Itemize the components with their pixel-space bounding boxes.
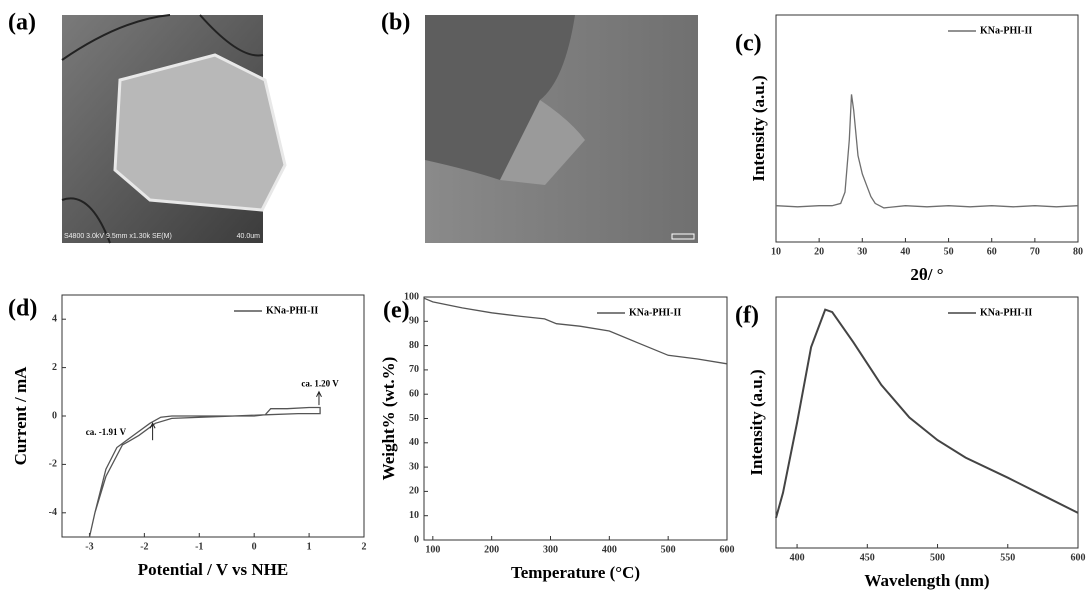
x-tick-label: 200 <box>484 544 499 555</box>
x-tick-label: 70 <box>1030 246 1040 257</box>
x-tick-label: 600 <box>1071 552 1086 563</box>
data-line <box>776 310 1078 518</box>
y-tick-label: 30 <box>409 461 419 472</box>
x-tick-label: 600 <box>720 544 735 555</box>
x-tick-label: 0 <box>252 541 257 552</box>
y-axis-label: Weight% (wt.%) <box>379 357 398 481</box>
y-tick-label: 20 <box>409 486 419 497</box>
sem-image-b <box>425 15 698 243</box>
x-tick-label: 500 <box>930 552 945 563</box>
x-tick-label: 550 <box>1000 552 1015 563</box>
y-tick-label: 50 <box>409 413 419 424</box>
x-tick-label: 30 <box>857 246 867 257</box>
x-tick-label: -2 <box>140 541 148 552</box>
panel-label: (e) <box>383 298 410 324</box>
panel-label: (d) <box>8 296 37 322</box>
data-line <box>776 94 1078 207</box>
x-axis-label: 2θ/ ° <box>910 265 943 284</box>
figure: S4800 3.0kV 9.5mm x1.30k SE(M) 40.0um (a… <box>0 0 1088 591</box>
legend-label: KNa-PHI-II <box>980 307 1032 318</box>
plot-frame <box>424 297 727 540</box>
x-tick-label: 500 <box>661 544 676 555</box>
plot-frame <box>776 15 1078 242</box>
y-tick-label: 10 <box>409 510 419 521</box>
x-tick-label: 400 <box>602 544 617 555</box>
x-axis-label: Potential / V vs NHE <box>138 560 289 579</box>
y-axis-label: Intensity (a.u.) <box>749 75 768 181</box>
x-axis-label: Temperature (°C) <box>511 563 640 582</box>
x-tick-label: 2 <box>362 541 367 552</box>
x-tick-label: 400 <box>790 552 805 563</box>
legend-label: KNa-PHI-II <box>629 307 681 318</box>
y-tick-label: 40 <box>409 437 419 448</box>
y-tick-label: 0 <box>52 410 57 421</box>
x-tick-label: -1 <box>195 541 203 552</box>
legend-label: KNa-PHI-II <box>980 25 1032 36</box>
x-tick-label: 50 <box>944 246 954 257</box>
y-tick-label: -2 <box>49 459 57 470</box>
y-axis-label: Intensity (a.u.) <box>747 369 766 475</box>
x-tick-label: 300 <box>543 544 558 555</box>
y-tick-label: 0 <box>414 534 419 545</box>
annotation: ca. 1.20 V <box>301 379 339 389</box>
y-tick-label: 90 <box>409 316 419 327</box>
x-tick-label: 60 <box>987 246 997 257</box>
scale-label: 40.0um <box>237 233 261 240</box>
x-tick-label: 100 <box>425 544 440 555</box>
x-tick-label: 10 <box>771 246 781 257</box>
y-tick-label: 2 <box>52 362 57 373</box>
sem-caption: S4800 3.0kV 9.5mm x1.30k SE(M) <box>64 233 172 240</box>
panel-label: (a) <box>8 10 36 36</box>
y-axis-label: Current / mA <box>11 366 30 466</box>
x-tick-label: 450 <box>860 552 875 563</box>
x-tick-label: 40 <box>900 246 910 257</box>
panel-label: (c) <box>735 31 762 57</box>
x-tick-label: 20 <box>814 246 824 257</box>
x-tick-label: -3 <box>85 541 93 552</box>
legend-label: KNa-PHI-II <box>266 305 318 316</box>
annotation: ca. -1.91 V <box>86 427 127 437</box>
y-tick-label: 60 <box>409 388 419 399</box>
plot-frame <box>776 297 1078 548</box>
data-line <box>424 298 727 364</box>
y-tick-label: 70 <box>409 364 419 375</box>
y-tick-label: 80 <box>409 340 419 351</box>
x-axis-label: Wavelength (nm) <box>864 571 989 590</box>
panel-label: (b) <box>381 10 410 36</box>
y-tick-label: 4 <box>52 313 57 324</box>
panel-label: (f) <box>735 303 759 329</box>
sem-image-a: S4800 3.0kV 9.5mm x1.30k SE(M) 40.0um <box>62 15 285 243</box>
y-tick-label: -4 <box>49 507 57 518</box>
x-tick-label: 80 <box>1073 246 1083 257</box>
x-tick-label: 1 <box>307 541 312 552</box>
